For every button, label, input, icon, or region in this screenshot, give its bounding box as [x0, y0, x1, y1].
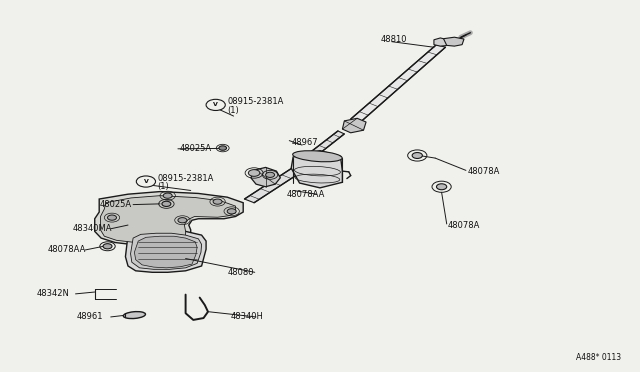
- Circle shape: [412, 153, 422, 158]
- Text: 48078AA: 48078AA: [287, 190, 325, 199]
- Text: 48078A: 48078A: [448, 221, 481, 230]
- Circle shape: [162, 201, 171, 206]
- Circle shape: [103, 244, 112, 249]
- Ellipse shape: [292, 151, 342, 162]
- Text: 48025A: 48025A: [99, 200, 131, 209]
- Circle shape: [108, 215, 116, 220]
- Polygon shape: [293, 131, 344, 168]
- Polygon shape: [444, 37, 464, 46]
- Circle shape: [266, 172, 275, 177]
- Polygon shape: [100, 196, 236, 243]
- Circle shape: [213, 199, 222, 204]
- Ellipse shape: [124, 312, 145, 318]
- Text: 08915-2381A: 08915-2381A: [227, 97, 284, 106]
- Text: 48340MA: 48340MA: [72, 224, 112, 233]
- Text: 48025A: 48025A: [179, 144, 211, 153]
- Polygon shape: [251, 167, 280, 187]
- Circle shape: [227, 209, 236, 214]
- Polygon shape: [291, 151, 342, 188]
- Text: (1): (1): [227, 106, 239, 115]
- Text: (1): (1): [157, 182, 169, 191]
- Text: 48961: 48961: [77, 312, 103, 321]
- Text: A488* 0113: A488* 0113: [576, 353, 621, 362]
- Polygon shape: [95, 192, 243, 245]
- Text: 48810: 48810: [381, 35, 407, 44]
- Polygon shape: [125, 230, 206, 272]
- Circle shape: [248, 170, 260, 176]
- Polygon shape: [131, 233, 202, 269]
- Circle shape: [178, 218, 187, 223]
- Circle shape: [436, 184, 447, 190]
- Polygon shape: [351, 45, 445, 123]
- Polygon shape: [134, 236, 197, 268]
- Circle shape: [206, 99, 225, 110]
- Text: V: V: [143, 179, 148, 184]
- Polygon shape: [342, 118, 366, 133]
- Circle shape: [136, 176, 156, 187]
- Polygon shape: [244, 164, 307, 203]
- Text: 48342N: 48342N: [37, 289, 70, 298]
- Circle shape: [219, 146, 227, 150]
- Circle shape: [163, 193, 172, 198]
- Text: 48340H: 48340H: [230, 312, 263, 321]
- Text: 48078AA: 48078AA: [48, 246, 86, 254]
- Text: 48080: 48080: [227, 268, 253, 277]
- Polygon shape: [434, 38, 451, 46]
- Text: 48078A: 48078A: [467, 167, 500, 176]
- Text: 08915-2381A: 08915-2381A: [157, 174, 214, 183]
- Text: V: V: [213, 102, 218, 108]
- Text: 48967: 48967: [291, 138, 318, 147]
